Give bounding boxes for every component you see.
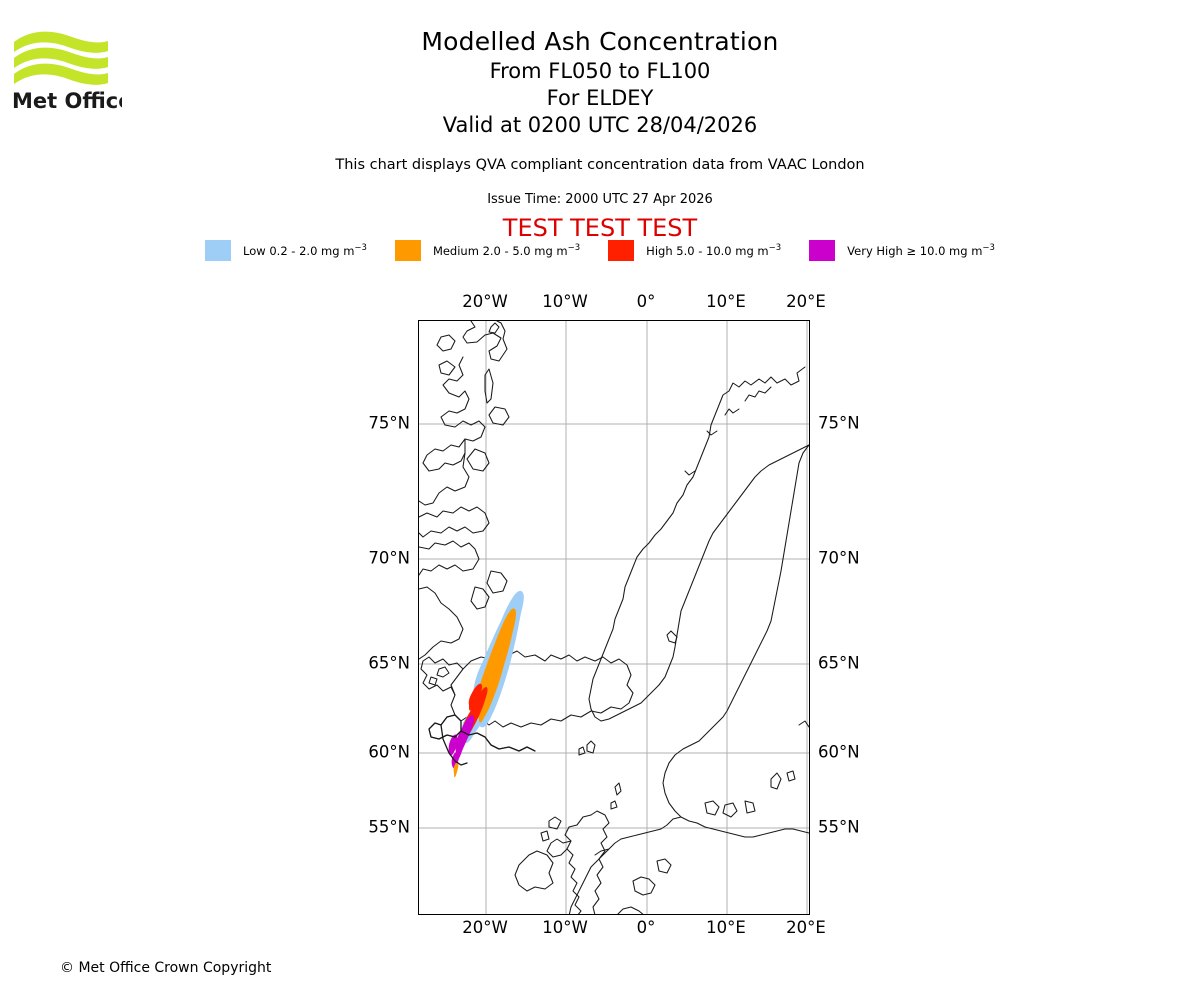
issue-time: Issue Time: 2000 UTC 27 Apr 2026 (487, 192, 713, 207)
ash-concentration-plume (448, 590, 524, 778)
axis-top-tick-10e: 10°E (706, 292, 746, 311)
axis-bottom-tick-10w: 10°W (542, 918, 588, 937)
legend-swatch-medium (394, 240, 421, 261)
legend-swatch-low (205, 240, 232, 261)
axis-top-tick-0: 0° (636, 292, 656, 311)
axis-right-tick-60n: 60°N (818, 742, 860, 762)
legend-text-high: High 5.0 - 10.0 mg m (646, 243, 769, 258)
axis-right-tick-75n: 75°N (818, 413, 860, 433)
plume-contour-very-high-3 (451, 751, 460, 769)
axis-left-tick-65n: 65°N (368, 653, 410, 673)
plume-contour-very-high-2 (448, 734, 458, 756)
legend-item-medium: Medium 2.0 - 5.0 mg m−3 (394, 240, 580, 261)
plume-contour-high-2 (468, 683, 483, 711)
axis-bottom-tick-0: 0° (636, 918, 656, 937)
axis-right-tick-70n: 70°N (818, 548, 860, 568)
svg-text:Met Office: Met Office (12, 89, 122, 113)
page-title: Modelled Ash Concentration (421, 27, 779, 56)
axis-left-tick-60n: 60°N (368, 742, 410, 762)
axis-top-tick-20w: 20°W (462, 292, 508, 311)
coastlines (419, 321, 809, 914)
legend-swatch-high (608, 240, 635, 261)
legend-exponent-high: −3 (768, 243, 782, 254)
map-gridlines (419, 321, 809, 914)
map-container[interactable] (418, 320, 810, 915)
plume-contour-medium-tail (453, 762, 459, 778)
axis-bottom-tick-10e: 10°E (706, 918, 746, 937)
legend-label-high: High 5.0 - 10.0 mg m−3 (646, 243, 781, 258)
legend-exponent-low: −3 (354, 243, 367, 254)
axis-right-tick-55n: 55°N (818, 817, 860, 837)
legend-exponent-very-high: −3 (982, 243, 995, 254)
legend-label-very-high: Very High ≥ 10.0 mg m−3 (847, 243, 995, 258)
axis-left-tick-70n: 70°N (368, 548, 410, 568)
legend-exponent-medium: −3 (567, 243, 581, 254)
concentration-legend: Low 0.2 - 2.0 mg m−3 Medium 2.0 - 5.0 mg… (0, 240, 1200, 261)
qva-note: This chart displays QVA compliant concen… (335, 157, 865, 173)
test-banner: TEST TEST TEST (502, 214, 698, 242)
legend-item-high: High 5.0 - 10.0 mg m−3 (608, 240, 781, 261)
axis-top-tick-20e: 20°E (786, 292, 826, 311)
axis-bottom-tick-20w: 20°W (462, 918, 508, 937)
axis-top-tick-10w: 10°W (542, 292, 588, 311)
legend-label-low: Low 0.2 - 2.0 mg m−3 (243, 243, 367, 258)
axis-left-tick-55n: 55°N (368, 817, 410, 837)
plume-contour-very-high (455, 715, 475, 760)
volcano-name: For ELDEY (546, 86, 654, 110)
legend-swatch-very-high (809, 240, 836, 261)
copyright-notice: © Met Office Crown Copyright (60, 960, 272, 976)
legend-item-very-high: Very High ≥ 10.0 mg m−3 (809, 240, 995, 261)
legend-text-medium: Medium 2.0 - 5.0 mg m (432, 243, 568, 258)
legend-text-low: Low 0.2 - 2.0 mg m (243, 243, 355, 258)
axis-left-tick-75n: 75°N (368, 413, 410, 433)
valid-time: Valid at 0200 UTC 28/04/2026 (442, 113, 758, 137)
iceland-sw-coast-overlay (428, 714, 536, 766)
flight-level-range: From FL050 to FL100 (489, 59, 711, 83)
met-office-logo: Met Office (12, 28, 122, 113)
title-block: Modelled Ash Concentration From FL050 to… (0, 26, 1200, 139)
legend-label-medium: Medium 2.0 - 5.0 mg m−3 (433, 243, 580, 258)
axis-right-tick-65n: 65°N (818, 653, 860, 673)
axis-bottom-tick-20e: 20°E (786, 918, 826, 937)
legend-text-very-high: Very High ≥ 10.0 mg m (847, 243, 983, 258)
map-frame (418, 320, 810, 915)
legend-item-low: Low 0.2 - 2.0 mg m−3 (205, 240, 367, 261)
